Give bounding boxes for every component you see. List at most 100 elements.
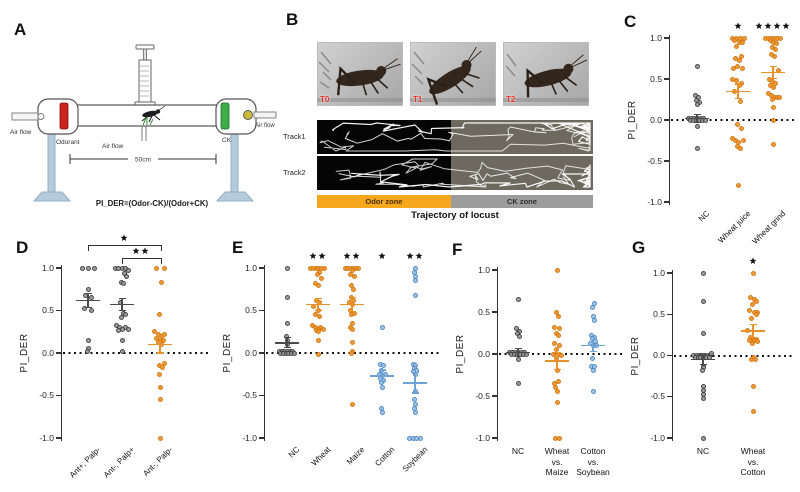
data-point [85, 348, 90, 354]
trajectory-line [335, 158, 591, 187]
data-point [125, 268, 131, 274]
zone-bar: Odor zone CK zone [317, 195, 593, 208]
zero-baseline [674, 354, 795, 357]
error-bar-cap [589, 350, 597, 353]
data-point [590, 305, 595, 311]
y-tick [667, 354, 672, 357]
data-point [315, 337, 321, 343]
data-point [515, 380, 521, 386]
locust-silhouette [503, 53, 589, 102]
data-point [321, 265, 327, 271]
y-tick [664, 160, 669, 162]
data-point [749, 340, 755, 346]
data-point [554, 267, 560, 273]
olfactometer-diagram: Air flow Odorant Air flow CK Air flow 50… [10, 44, 277, 208]
data-point [318, 275, 324, 281]
data-point [589, 336, 595, 342]
error-bar-cap [283, 347, 291, 349]
y-tick-label: -1.0 [647, 196, 662, 207]
significance-stars [755, 22, 790, 30]
data-point [733, 78, 739, 84]
data-point [291, 350, 297, 356]
panel-a-olfactometer-schematic: Air flow Odorant Air flow CK Air flow 50… [2, 14, 294, 226]
star-icon [749, 257, 756, 264]
star-icon [120, 234, 127, 241]
data-point [124, 274, 129, 279]
y-tick [492, 437, 497, 439]
star-icon [415, 252, 423, 259]
data-point [517, 333, 522, 339]
error-bar-cap [411, 392, 419, 394]
trajectory-path [335, 158, 591, 188]
data-point [700, 395, 706, 401]
data-point [709, 351, 715, 357]
star-icon [406, 252, 414, 259]
y-tick-label: 0.5 [478, 306, 490, 317]
data-point [551, 324, 557, 330]
data-point [738, 146, 743, 152]
y-tick-label: 0.5 [653, 308, 665, 319]
data-point [770, 97, 775, 102]
data-point [349, 312, 355, 318]
error-bar-cap [348, 310, 356, 312]
error-bar-cap [589, 339, 597, 341]
data-point [121, 280, 126, 286]
data-point [556, 379, 561, 385]
data-point [85, 337, 91, 343]
data-point [771, 84, 776, 90]
data-point [120, 326, 125, 332]
data-point [740, 138, 746, 143]
photo-time-label: T0 [320, 95, 330, 104]
error-bar-cap [378, 369, 386, 371]
data-point [700, 330, 706, 336]
star-icon [318, 252, 326, 259]
star-icon [132, 247, 140, 254]
data-point [555, 389, 560, 395]
x-category-label-line: Wheat [544, 446, 570, 456]
panel-e-scatter-chart: 1.0 0.5 0.0 -0.5 -1.0 PI_DER NC Wheat Maize Cotto… [222, 236, 444, 492]
data-point [316, 329, 322, 335]
data-point [771, 53, 777, 59]
data-point [284, 295, 290, 301]
data-point [770, 105, 776, 111]
error-bar-cap [693, 113, 701, 115]
data-point [754, 299, 760, 305]
error-bar-cap [348, 297, 356, 299]
data-point [737, 57, 742, 63]
panel-a-label: A [14, 20, 27, 39]
data-point [771, 117, 776, 123]
y-tick-label: -1.0 [475, 432, 490, 443]
locust-photo-t0: T0 [317, 42, 403, 106]
distance-dimension-line [69, 154, 217, 164]
data-point [749, 301, 755, 307]
data-point [700, 299, 706, 305]
data-point [590, 355, 595, 361]
x-category-label: Wheat vs. Cotton [718, 446, 788, 478]
locust-in-tube-icon [141, 105, 166, 126]
data-point [699, 367, 705, 373]
panel-b-label: B [286, 10, 299, 29]
y-tick-label: 0.5 [650, 73, 662, 84]
error-bar-cap [693, 121, 701, 124]
data-point [750, 409, 756, 415]
data-point [746, 307, 752, 313]
significance-bracket [122, 258, 162, 264]
data-point [153, 265, 159, 271]
photo-time-label: T2 [506, 95, 516, 104]
significance-stars [406, 252, 423, 260]
data-point [115, 327, 121, 333]
y-tick-label: -1.0 [39, 432, 54, 443]
data-point [772, 46, 778, 52]
y-tick [492, 269, 497, 271]
trajectory-path [319, 122, 591, 152]
data-point [556, 435, 562, 441]
error-bar-cap [769, 66, 777, 68]
mean-line [761, 71, 785, 74]
y-axis-title: PI_DER [627, 100, 638, 140]
trajectory-track-1 [317, 120, 593, 154]
y-tick-label: -0.5 [650, 391, 665, 402]
mean-line [275, 342, 299, 344]
locust-silhouette [317, 51, 403, 102]
error-bar-cap [769, 77, 777, 79]
x-category-label-line: vs. [747, 456, 759, 467]
